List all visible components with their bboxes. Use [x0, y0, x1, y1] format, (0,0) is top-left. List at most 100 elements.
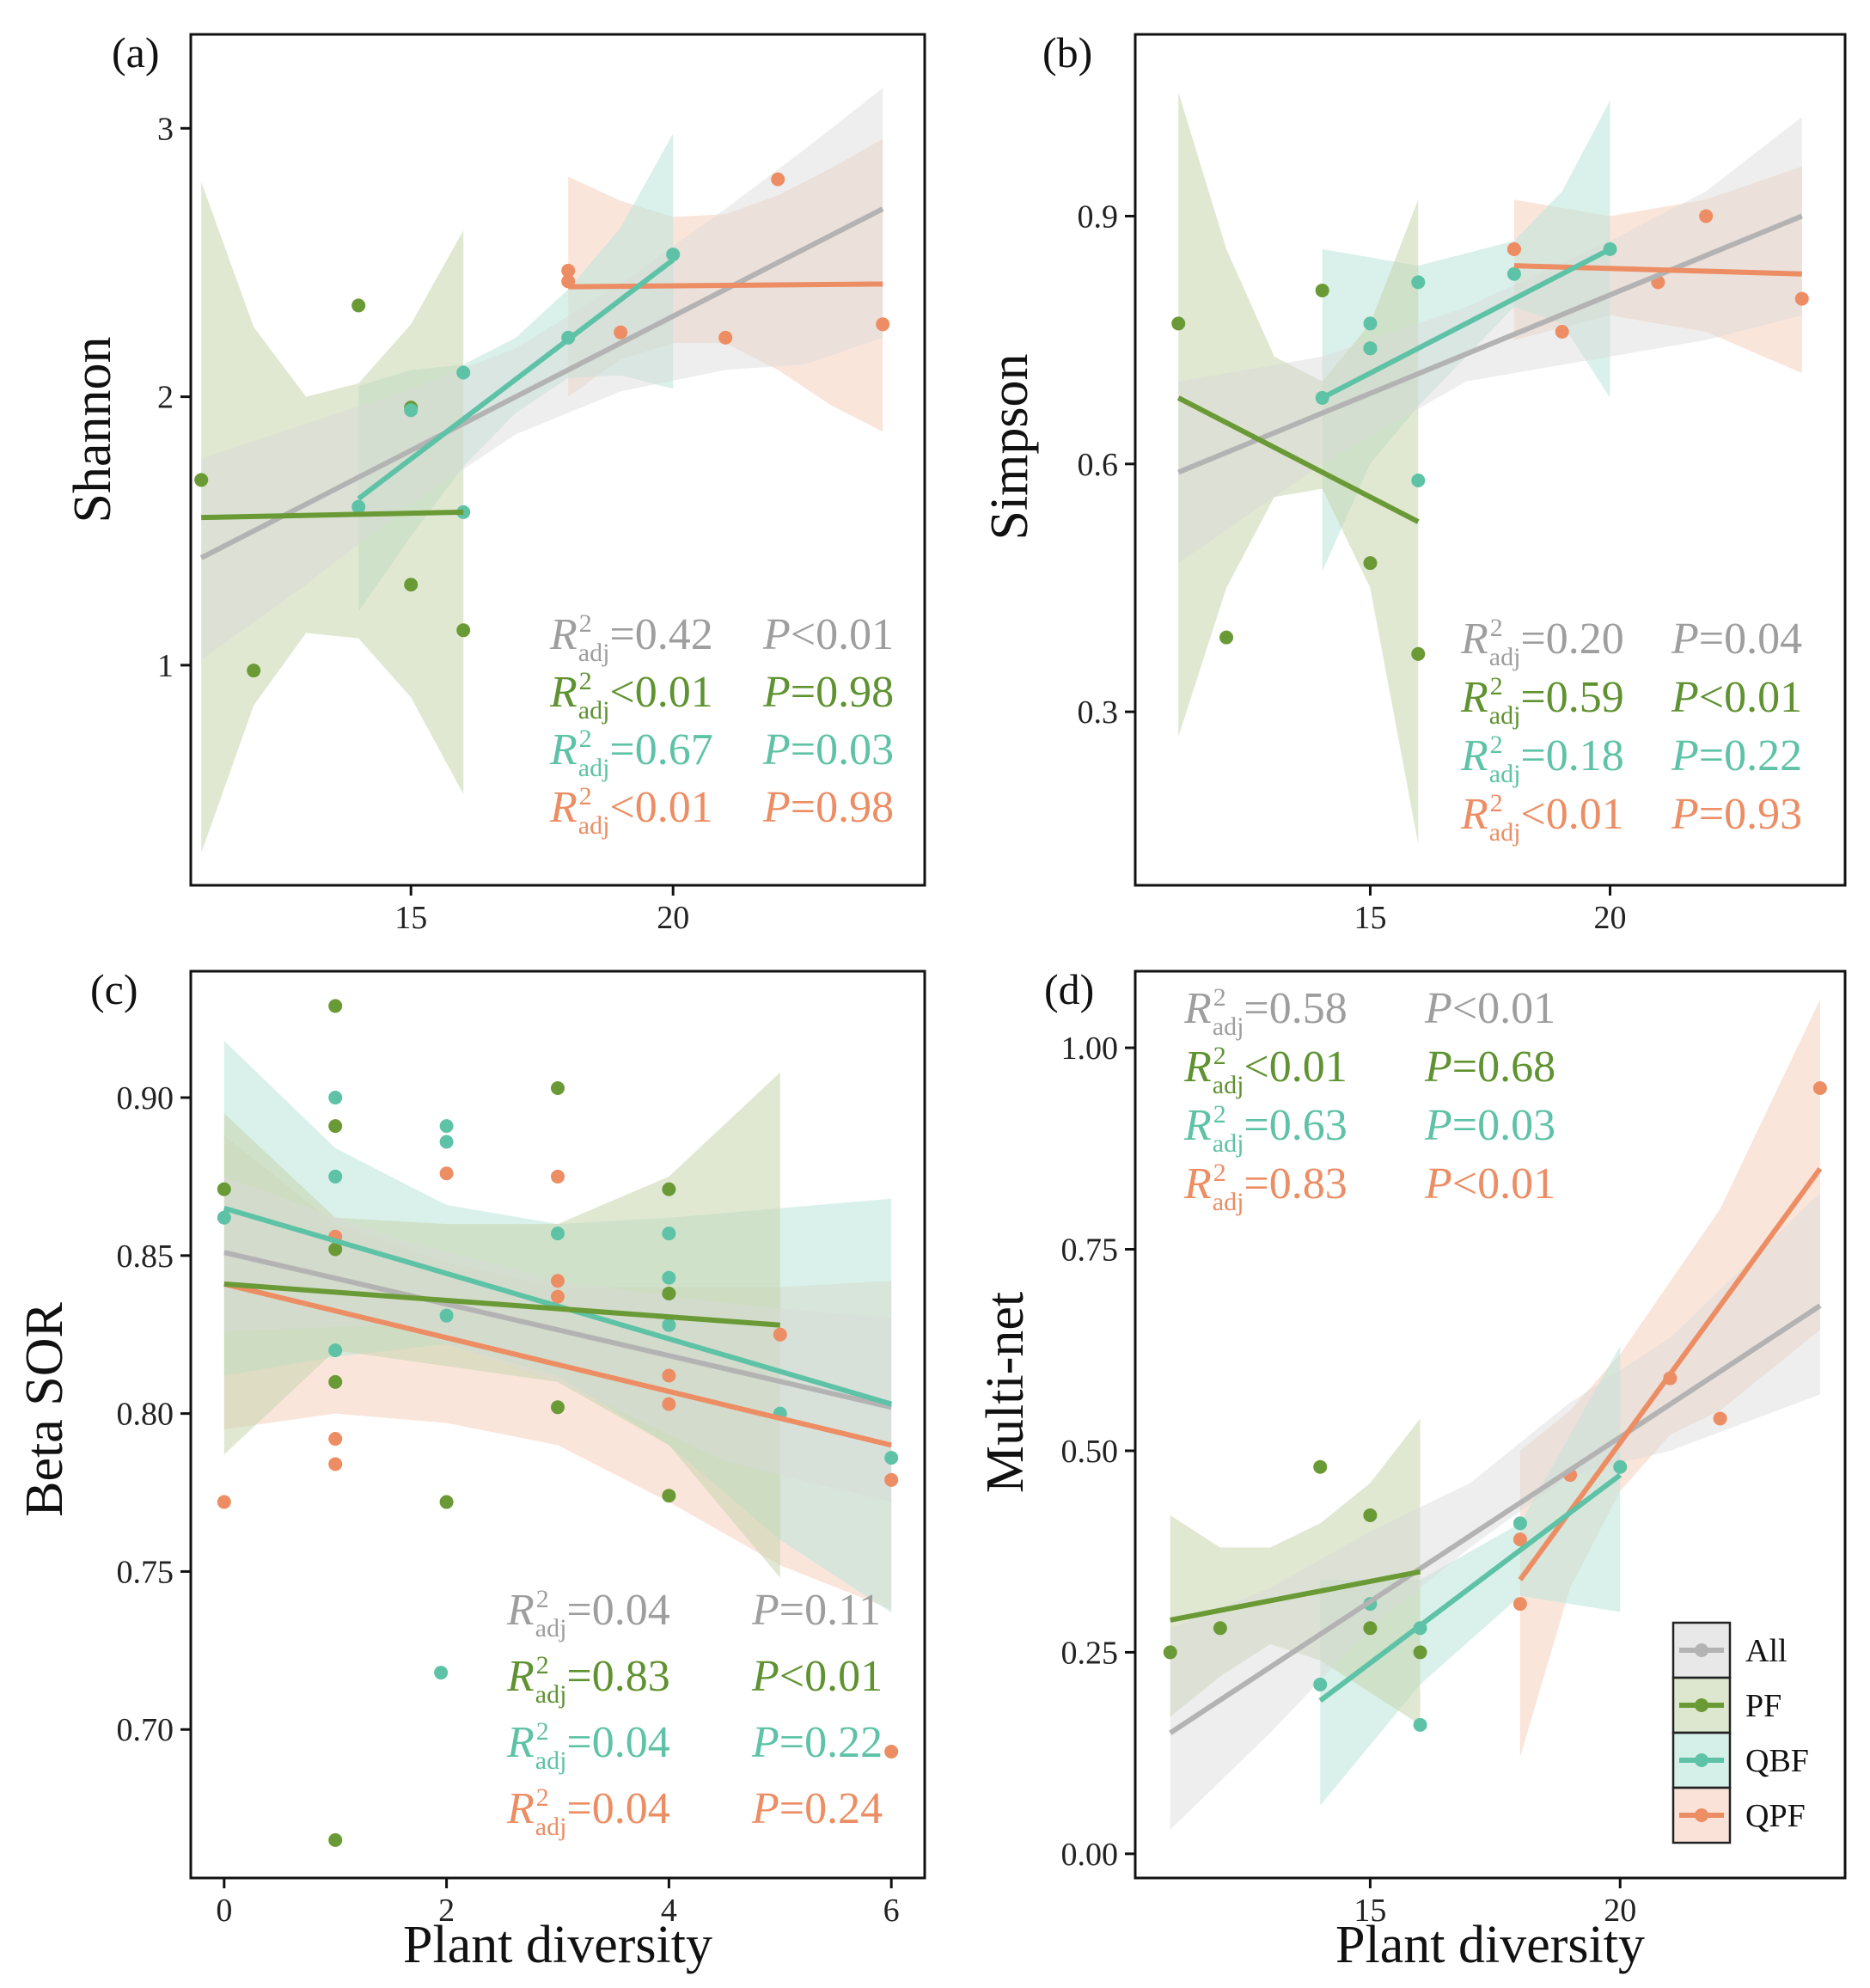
point-qbf	[662, 1226, 676, 1241]
confidence-bands	[223, 1040, 892, 1613]
legend: All PF QBF QPF	[1671, 1621, 1809, 1844]
point-pf	[328, 1119, 343, 1134]
point-pf	[551, 1400, 565, 1415]
fit-line-qbf	[1321, 247, 1611, 401]
y-tick-label: 0.85	[117, 1239, 174, 1275]
y-tick-label: 0.3	[1078, 694, 1119, 731]
stat-pf: R2 adj<0.01 P=0.98	[549, 667, 894, 725]
point-qbf	[1411, 474, 1426, 488]
point-qpf	[217, 1495, 231, 1509]
r2-label: R2 adj=0.83	[506, 1651, 670, 1709]
point-qbf	[1363, 316, 1378, 331]
point-qbf	[439, 1135, 454, 1149]
x-tick-label: 20	[657, 900, 689, 936]
point-pf	[1213, 1621, 1227, 1636]
legend-label-pf: PF	[1745, 1688, 1781, 1724]
point-qbf	[666, 248, 681, 262]
point-qbf	[1613, 1459, 1628, 1474]
point-qpf	[1699, 209, 1714, 223]
stat-qpf: R2 adj<0.01 P=0.98	[549, 782, 894, 840]
point-qpf	[439, 1166, 454, 1181]
r2-label: R2 adj=0.18	[1460, 731, 1624, 788]
y-tick-label: 0.9	[1078, 199, 1119, 235]
point-pf	[1313, 1459, 1328, 1474]
r2-label: R2 adj<0.01	[549, 667, 713, 725]
band-all	[1170, 1192, 1820, 1830]
fit-line-all	[223, 1250, 892, 1410]
point-pf	[328, 1374, 343, 1389]
r2-label: R2 adj=0.04	[506, 1783, 670, 1841]
point-qbf	[328, 1343, 343, 1358]
x-tick-label: 20	[1594, 900, 1627, 936]
x-tick-label: 4	[661, 1893, 677, 1929]
p-label: P=0.98	[762, 668, 894, 717]
panel-frame	[189, 970, 926, 1880]
p-label: P=0.03	[1424, 1101, 1555, 1150]
fit-line-all	[199, 206, 884, 560]
point-qpf	[1713, 1411, 1727, 1426]
point-qpf	[771, 172, 785, 187]
fit-line-pf	[1176, 395, 1420, 524]
point-qbf	[434, 1666, 449, 1680]
stat-qbf: R2 adj=0.04 P=0.22	[506, 1717, 883, 1775]
p-label: P<0.01	[751, 1652, 883, 1701]
point-qpf	[662, 1368, 676, 1383]
stat-qpf: R2 adj=0.83 P<0.01	[1183, 1159, 1555, 1216]
legend-dot-pf	[1695, 1698, 1708, 1712]
point-qpf	[328, 1457, 343, 1471]
stat-qbf: R2 adj=0.18 P=0.22	[1460, 731, 1802, 788]
point-pf	[1163, 1645, 1177, 1660]
y-tick-label: 0.75	[1061, 1233, 1119, 1269]
p-label: P=0.68	[1424, 1043, 1555, 1092]
point-qpf	[551, 1274, 565, 1288]
r2-label: R2 adj<0.01	[1460, 789, 1624, 847]
point-pf	[1171, 316, 1186, 331]
point-qbf	[1363, 341, 1378, 356]
stat-all: R2 adj=0.42 P<0.01	[549, 609, 894, 667]
point-qbf	[884, 1451, 899, 1465]
point-pf	[439, 1495, 454, 1509]
fit-line-pf	[201, 509, 464, 521]
panel-frame	[1134, 970, 1847, 1880]
legend-label-all: All	[1745, 1633, 1788, 1669]
point-pf	[1219, 630, 1234, 645]
fit-line-qbf	[357, 257, 675, 501]
stat-qpf: R2 adj<0.01 P=0.93	[1460, 789, 1802, 847]
panel-frame	[189, 33, 926, 887]
point-qbf	[1411, 275, 1426, 290]
r2-label: R2 adj=0.20	[1460, 614, 1624, 671]
fit-line-pf	[223, 1281, 781, 1328]
y-tick-label: 2	[157, 380, 174, 416]
point-qpf	[773, 1327, 787, 1342]
point-qpf	[614, 325, 628, 339]
point-qbf	[1506, 266, 1521, 281]
point-pf	[662, 1489, 676, 1503]
band-pf	[201, 181, 464, 853]
point-pf	[1363, 1621, 1378, 1636]
stat-pf: R2 adj=0.59 P<0.01	[1460, 672, 1802, 730]
point-pf	[328, 999, 343, 1013]
p-label: P=0.04	[1671, 615, 1802, 664]
point-qpf	[1512, 1597, 1527, 1612]
stat-pf: R2 adj<0.01 P=0.68	[1183, 1042, 1555, 1099]
p-label: P<0.01	[762, 610, 894, 659]
panel-label: (c)	[90, 965, 138, 1013]
stat-all: R2 adj=0.58 P<0.01	[1183, 983, 1555, 1041]
y-tick-label: 0.80	[117, 1397, 174, 1433]
p-label: P=0.22	[751, 1718, 883, 1767]
point-qbf	[439, 1119, 454, 1134]
fit-line-qpf	[1513, 263, 1802, 277]
x-tick-label: 15	[394, 900, 427, 936]
point-qpf	[551, 1289, 565, 1304]
x-tick-label: 0	[216, 1893, 232, 1929]
p-label: P=0.03	[762, 725, 894, 774]
x-axis-title: Plant diversity	[1335, 1916, 1645, 1974]
point-qpf	[551, 1169, 565, 1184]
fit-line-qbf	[1318, 1472, 1622, 1704]
x-tick-label: 6	[883, 1893, 900, 1929]
p-label: P=0.98	[762, 783, 894, 832]
band-pf	[1170, 1418, 1421, 1725]
band-all	[201, 88, 883, 660]
point-pf	[1411, 646, 1426, 661]
point-pf	[328, 1832, 343, 1847]
